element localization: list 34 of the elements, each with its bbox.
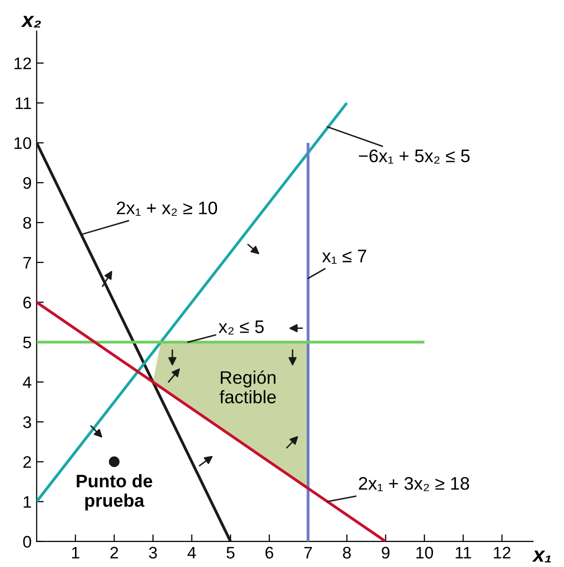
annotation: x₁ ≤ 7 — [322, 250, 366, 264]
y-axis-title: x₂ — [21, 16, 41, 28]
x-tick-label: 8 — [342, 546, 351, 559]
x-tick-label: 11 — [456, 546, 472, 558]
annotation: 2x₁ + x₂ ≥ 10 — [116, 202, 218, 216]
annotation: Región factible — [220, 370, 276, 404]
x-tick-label: 6 — [266, 546, 274, 559]
x-axis-title: x₁ — [532, 550, 551, 562]
y-tick-label: 2 — [23, 456, 31, 468]
x-tick-label: 2 — [110, 546, 118, 558]
y-tick-label: 12 — [14, 57, 31, 70]
annotation: 2x₁ + 3x₂ ≥ 18 — [358, 477, 470, 492]
y-tick-label: 0 — [23, 536, 32, 548]
annotation: −6x₁ + 5x₂ ≤ 5 — [358, 149, 470, 164]
y-tick-label: 10 — [14, 137, 32, 150]
y-tick-label: 3 — [23, 416, 32, 428]
x-tick-label: 4 — [188, 546, 196, 558]
x-tick-label: 9 — [382, 546, 390, 559]
x-tick-label: 7 — [304, 546, 312, 558]
x-tick-label: 12 — [494, 546, 510, 558]
y-tick-label: 4 — [22, 376, 32, 388]
y-tick-label: 1 — [24, 496, 31, 508]
y-tick-label: 6 — [23, 296, 32, 308]
x-tick-label: 5 — [226, 546, 234, 559]
y-tick-label: 9 — [23, 177, 32, 189]
annotation: Punto de prueba — [76, 474, 152, 510]
y-tick-label: 8 — [23, 216, 32, 229]
y-tick-label: 5 — [23, 336, 32, 348]
x-tick-label: 3 — [148, 546, 157, 559]
x-tick-label: 10 — [416, 546, 434, 559]
y-tick-label: 11 — [16, 98, 31, 109]
annotation: x₂ ≤ 5 — [218, 320, 264, 334]
x-tick-label: 1 — [72, 546, 80, 558]
y-tick-label: 7 — [23, 256, 31, 268]
